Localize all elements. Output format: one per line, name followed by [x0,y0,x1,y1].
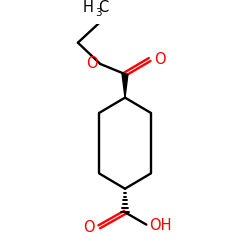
Polygon shape [122,74,128,98]
Text: O: O [84,220,95,235]
Text: C: C [98,0,109,15]
Text: 3: 3 [95,8,101,18]
Text: OH: OH [149,218,172,232]
Text: O: O [154,52,165,66]
Text: O: O [86,56,98,71]
Text: H: H [83,0,94,15]
